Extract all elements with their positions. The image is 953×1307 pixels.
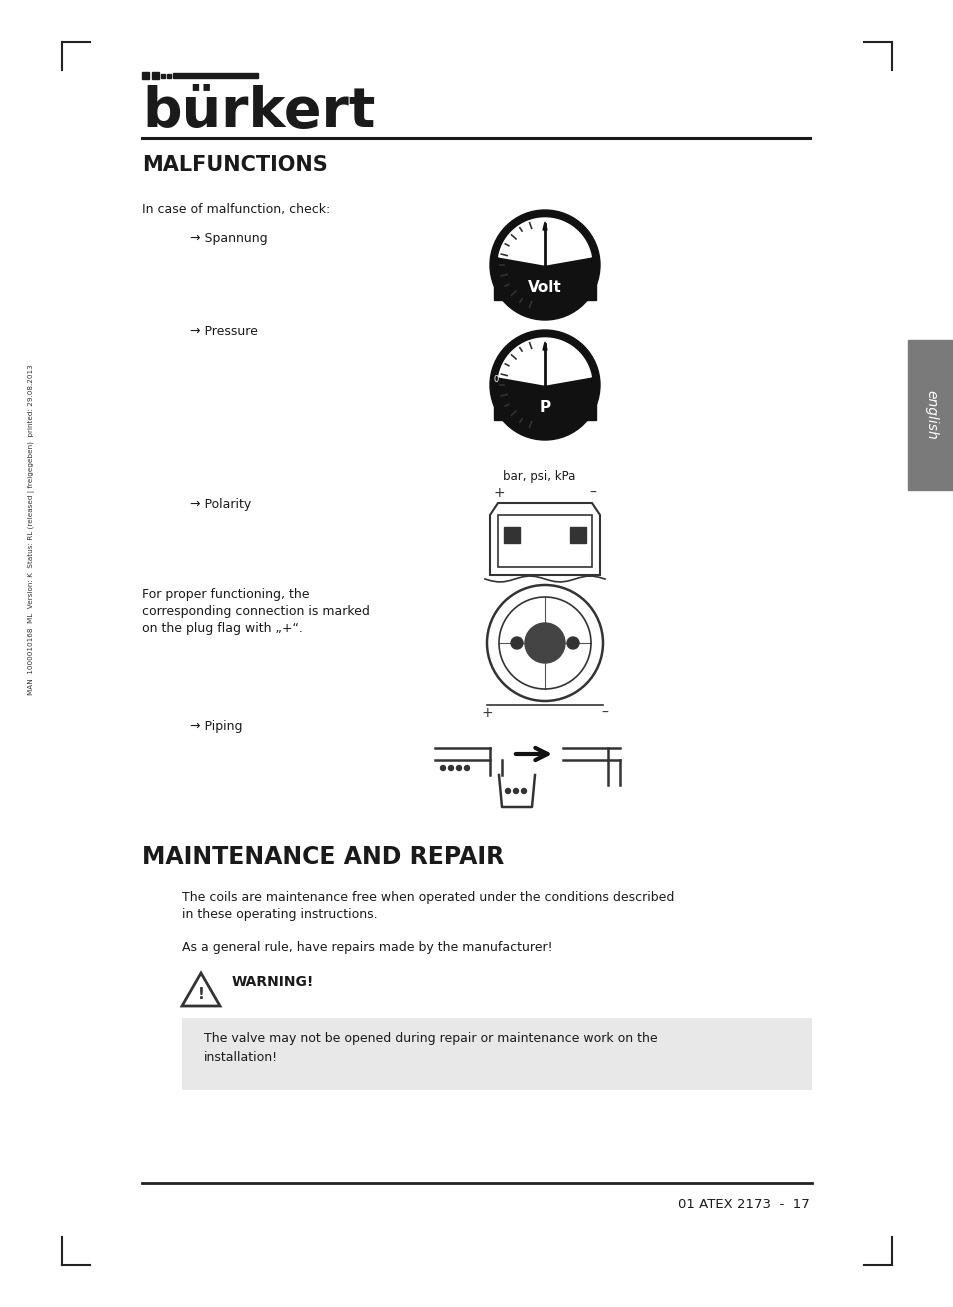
Text: MAINTENANCE AND REPAIR: MAINTENANCE AND REPAIR [142,846,504,869]
Text: P: P [538,400,550,414]
Circle shape [505,788,510,793]
Circle shape [511,637,522,650]
Text: MALFUNCTIONS: MALFUNCTIONS [142,156,328,175]
Text: 0: 0 [493,375,498,384]
Circle shape [448,766,453,771]
Circle shape [513,788,518,793]
Text: → Polarity: → Polarity [190,498,251,511]
Bar [161,74,165,78]
Bar [152,72,159,78]
Circle shape [456,766,461,771]
Bar [907,340,953,490]
Text: MAN  1000010168  ML  Version: K  Status: RL (released | freigegeben)  printed: 2: MAN 1000010168 ML Version: K Status: RL … [29,365,35,695]
Text: on the plug flag with „+“.: on the plug flag with „+“. [142,622,302,635]
Text: The valve may not be opened during repair or maintenance work on the: The valve may not be opened during repai… [204,1033,657,1046]
Bar [167,74,171,78]
Text: As a general rule, have repairs made by the manufacturer!: As a general rule, have repairs made by … [182,941,552,954]
Text: +: + [481,706,493,720]
Text: –: – [589,486,596,501]
Bar [503,527,519,542]
Bar [569,527,585,542]
Bar [182,1018,811,1090]
Polygon shape [498,218,591,265]
Text: Volt: Volt [528,280,561,295]
Text: → Pressure: → Pressure [190,325,257,339]
Text: For proper functioning, the: For proper functioning, the [142,588,309,601]
Text: WARNING!: WARNING! [232,975,314,989]
Polygon shape [542,222,546,230]
Circle shape [490,329,599,440]
Polygon shape [498,339,591,386]
Text: The coils are maintenance free when operated under the conditions described: The coils are maintenance free when oper… [182,891,674,904]
Text: +: + [494,486,505,501]
Text: bar, psi, kPa: bar, psi, kPa [502,471,575,484]
Circle shape [566,637,578,650]
Bar [497,515,592,567]
Text: –: – [600,706,607,720]
Text: !: ! [197,987,204,1002]
Bar [494,395,596,420]
Polygon shape [542,342,546,350]
Text: → Piping: → Piping [190,720,242,733]
Text: 01 ATEX 2173  -  17: 01 ATEX 2173 - 17 [678,1199,809,1212]
Bar [494,274,596,299]
Circle shape [490,210,599,320]
Text: english: english [923,389,937,440]
Text: in these operating instructions.: in these operating instructions. [182,908,377,921]
Circle shape [521,788,526,793]
Text: corresponding connection is marked: corresponding connection is marked [142,605,370,618]
Text: → Spannung: → Spannung [190,233,268,244]
Bar [142,72,149,78]
Text: installation!: installation! [204,1051,278,1064]
Text: In case of malfunction, check:: In case of malfunction, check: [142,203,330,216]
Circle shape [464,766,469,771]
Text: bürkert: bürkert [142,85,375,139]
Circle shape [440,766,445,771]
Circle shape [524,623,564,663]
Bar [172,73,257,78]
